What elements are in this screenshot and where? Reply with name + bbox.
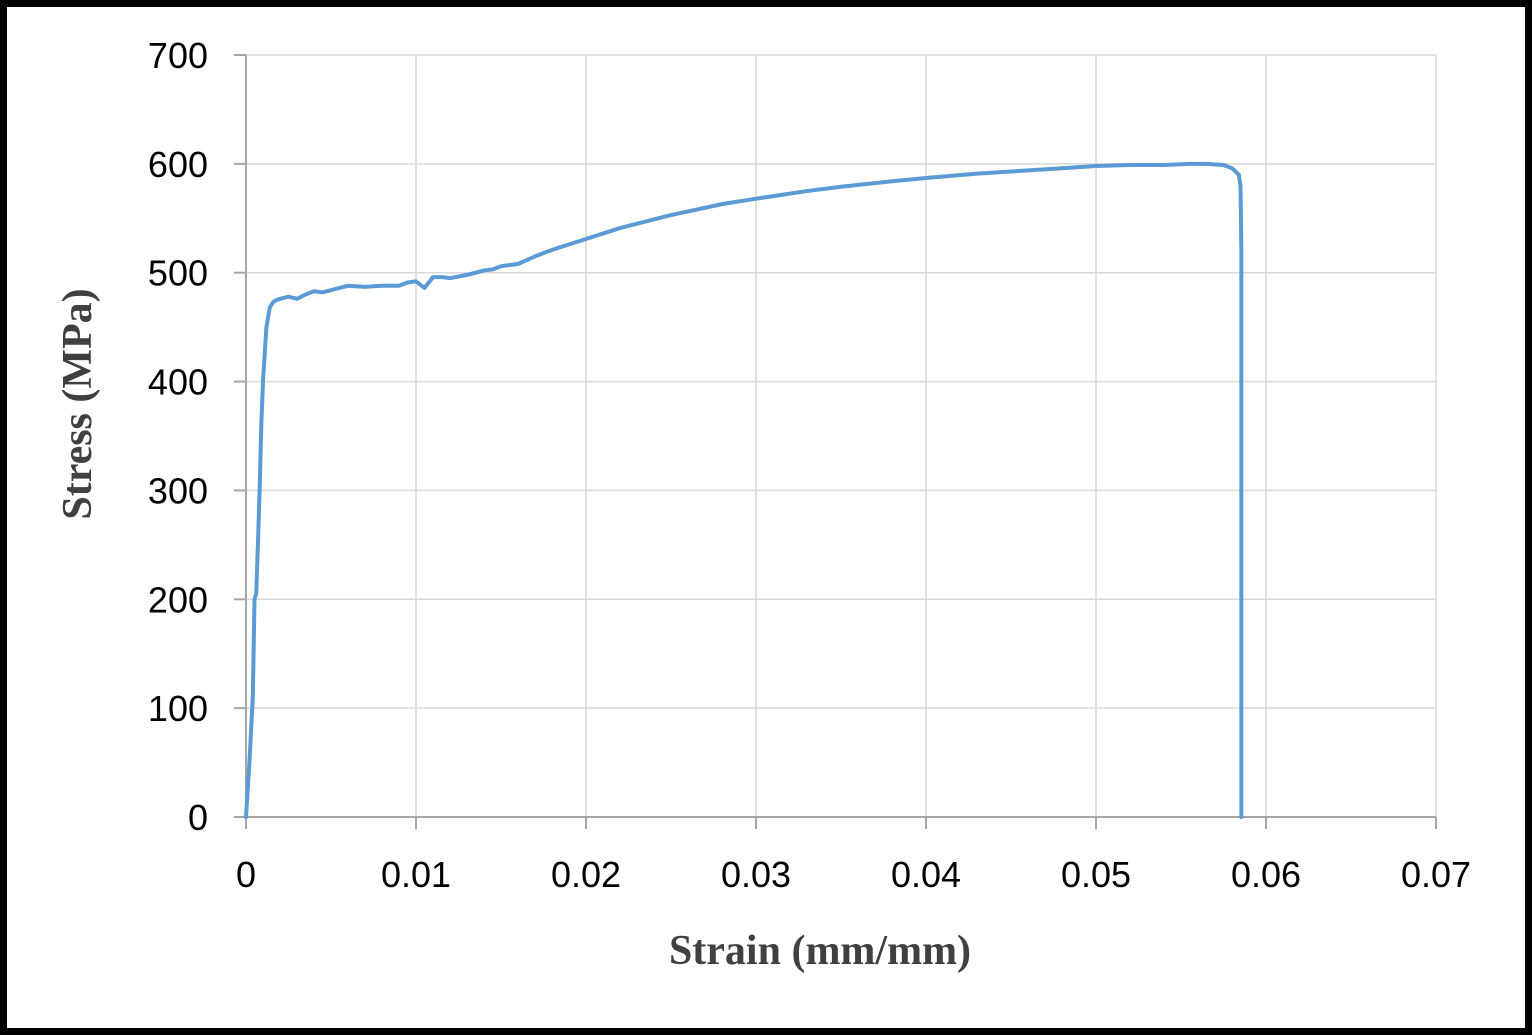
y-tick-label: 500 (148, 253, 208, 294)
y-tick-label: 400 (148, 362, 208, 403)
y-axis-title: Stress (MPa) (55, 288, 101, 519)
y-tick-label: 300 (148, 470, 208, 511)
x-tick-label: 0.07 (1401, 854, 1471, 895)
stress-strain-line (244, 161, 1244, 819)
y-tick-label: 100 (148, 688, 208, 729)
x-tick-label: 0.05 (1061, 854, 1131, 895)
y-tick-label: 700 (148, 35, 208, 76)
y-tick-label: 0 (188, 797, 208, 838)
x-tick-label: 0.03 (721, 854, 791, 895)
x-tick-label: 0 (236, 854, 256, 895)
x-tick-label: 0.06 (1231, 854, 1301, 895)
y-tick-label: 600 (148, 144, 208, 185)
gridlines (246, 54, 1437, 817)
x-axis-title: Strain (mm/mm) (669, 928, 971, 974)
stress-strain-chart: 0 100 200 300 400 500 600 700 0 0.01 0.02 0.03 0.04… (55, 35, 1471, 974)
y-tick-labels: 0 100 200 300 400 500 600 700 (148, 35, 208, 838)
y-tick-label: 200 (148, 579, 208, 620)
x-tick-label: 0.04 (891, 854, 961, 895)
x-tick-label: 0.02 (551, 854, 621, 895)
x-tick-labels: 0 0.01 0.02 0.03 0.04 0.05 0.06 0.07 (236, 854, 1471, 895)
x-tick-label: 0.01 (381, 854, 451, 895)
axes (234, 54, 1437, 829)
